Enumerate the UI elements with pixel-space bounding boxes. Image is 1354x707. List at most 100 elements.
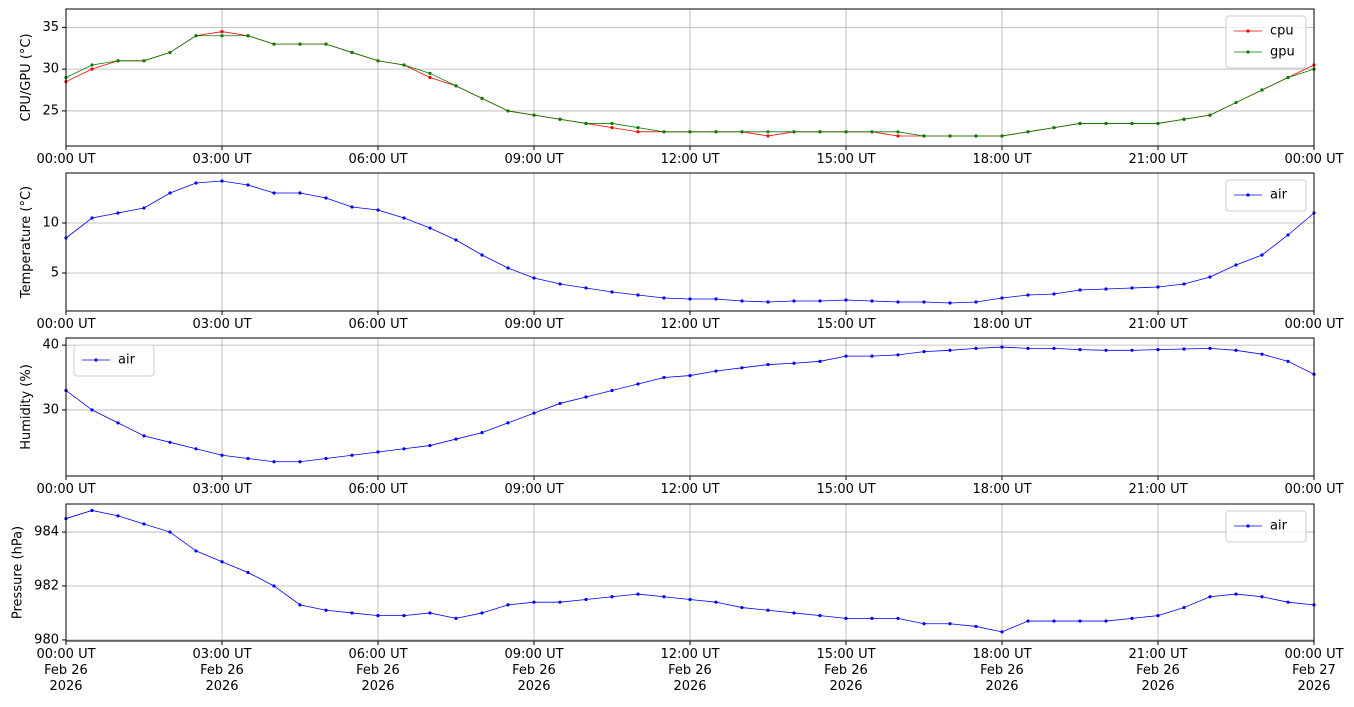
x-tick-label: 00:00 UT — [1284, 482, 1344, 497]
data-point — [1052, 619, 1056, 623]
y-axis-label: CPU/GPU (°C) — [19, 33, 34, 121]
data-point — [558, 117, 562, 121]
data-point — [1104, 121, 1108, 126]
data-point — [636, 126, 640, 130]
data-point — [350, 205, 354, 209]
data-point — [324, 608, 328, 612]
data-point — [922, 350, 926, 354]
data-point — [948, 301, 952, 305]
data-point — [1156, 614, 1160, 618]
data-point — [1000, 630, 1004, 634]
data-point — [272, 42, 276, 46]
x-tick-label: 18:00 UT — [972, 482, 1032, 497]
y-tick-label: 30 — [42, 62, 59, 77]
data-point — [922, 622, 926, 626]
x-tick-label: 06:00 UT Feb 26 2026 — [348, 647, 408, 694]
data-point — [1260, 595, 1264, 599]
data-point — [584, 597, 588, 602]
x-tick-label: 00:00 UT Feb 27 2026 — [1284, 647, 1344, 694]
data-point — [428, 75, 432, 80]
legend-label: air — [1270, 519, 1288, 534]
x-tick-label: 21:00 UT — [1128, 482, 1188, 497]
y-tick-label: 40 — [42, 338, 59, 353]
data-point — [1000, 345, 1004, 349]
x-tick-label: 09:00 UT Feb 26 2026 — [504, 647, 564, 694]
data-point — [1130, 286, 1134, 290]
data-point — [298, 460, 302, 464]
legend-marker — [94, 358, 98, 362]
legend-box — [1225, 15, 1307, 69]
data-point — [948, 134, 952, 138]
data-point — [558, 282, 562, 286]
data-point — [402, 447, 406, 451]
data-point — [506, 266, 510, 270]
data-point — [896, 300, 900, 304]
data-point — [454, 84, 458, 88]
data-point — [922, 134, 926, 138]
data-point — [1000, 296, 1004, 300]
data-point — [1286, 359, 1290, 363]
x-tick-label: 12:00 UT — [660, 317, 720, 332]
data-point — [1208, 113, 1212, 117]
data-point — [974, 624, 978, 629]
legend: air — [1225, 510, 1307, 543]
data-point — [1260, 253, 1264, 257]
data-point — [532, 113, 536, 117]
x-tick-label: 15:00 UT Feb 26 2026 — [816, 647, 876, 694]
data-point — [636, 592, 640, 596]
data-point — [688, 597, 692, 602]
x-tick-label: 12:00 UT Feb 26 2026 — [660, 647, 720, 694]
data-point — [870, 616, 874, 620]
data-point — [428, 611, 432, 615]
data-point — [610, 595, 614, 599]
data-point — [454, 437, 458, 441]
data-point — [116, 421, 120, 425]
data-point — [1156, 348, 1160, 352]
y-tick-label: 10 — [42, 216, 59, 231]
grid — [65, 173, 1315, 311]
data-point — [168, 440, 172, 444]
data-point — [480, 430, 484, 435]
data-point — [1182, 117, 1186, 121]
x-tick-label: 18:00 UT — [972, 152, 1032, 167]
data-point — [766, 608, 770, 612]
data-point — [870, 354, 874, 358]
data-point — [428, 443, 432, 448]
axes-frame — [65, 8, 1315, 147]
data-point — [1182, 347, 1186, 351]
data-point — [818, 299, 822, 303]
data-point — [1000, 134, 1004, 138]
data-point — [636, 130, 640, 134]
data-point — [350, 611, 354, 615]
y-tick-label: 980 — [34, 632, 59, 647]
data-point — [298, 603, 302, 607]
legend-label: air — [1270, 188, 1288, 203]
legend-box — [1225, 510, 1307, 543]
data-point — [428, 71, 432, 75]
y-axis-label: Pressure (hPa) — [11, 526, 26, 619]
data-point — [480, 611, 484, 615]
data-point — [90, 508, 94, 513]
data-point — [532, 411, 536, 415]
data-point — [376, 59, 380, 63]
x-tick-label: 15:00 UT — [816, 482, 876, 497]
data-point — [116, 514, 120, 518]
x-tick-label: 03:00 UT — [192, 482, 252, 497]
data-point — [480, 96, 484, 100]
data-point — [90, 408, 94, 412]
data-point — [272, 191, 276, 195]
data-point — [376, 614, 380, 618]
legend-box — [73, 344, 155, 377]
x-tick-label: 18:00 UT Feb 26 2026 — [972, 647, 1032, 694]
data-point — [766, 300, 770, 304]
data-point — [584, 121, 588, 126]
data-point — [896, 616, 900, 620]
data-point — [636, 382, 640, 386]
data-point — [376, 450, 380, 454]
y-axis-label: Temperature (°C) — [19, 186, 34, 299]
data-point — [584, 395, 588, 399]
x-tick-label: 00:00 UT — [1284, 152, 1344, 167]
data-point — [142, 59, 146, 63]
data-point — [610, 121, 614, 126]
legend-label: air — [118, 353, 136, 368]
